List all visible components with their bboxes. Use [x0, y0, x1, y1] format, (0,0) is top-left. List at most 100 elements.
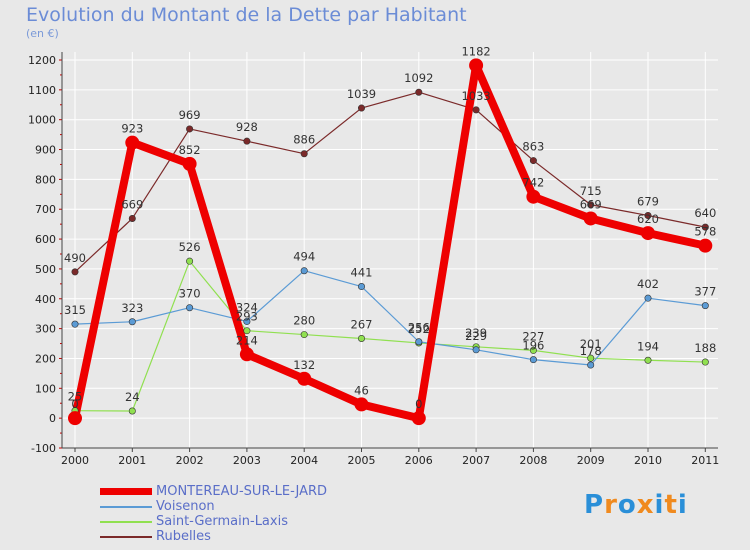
data-label: 178	[580, 344, 602, 358]
data-label: 370	[179, 287, 201, 301]
legend-label: Saint-Germain-Laxis	[156, 514, 288, 529]
logo-letter: t	[664, 490, 678, 520]
x-tick-label: 2004	[290, 454, 318, 467]
y-tick-label: -100	[31, 442, 56, 455]
data-label: 315	[64, 303, 86, 317]
x-tick-label: 2002	[176, 454, 204, 467]
x-tick-label: 2009	[577, 454, 605, 467]
data-label: 494	[293, 250, 315, 264]
axes: -100010020030040050060070080090010001100…	[28, 52, 719, 467]
legend-swatch	[100, 520, 152, 523]
legend-item: Voisenon	[100, 499, 327, 514]
data-point	[701, 223, 709, 231]
y-tick-label: 600	[35, 233, 56, 246]
data-label: 852	[179, 143, 201, 157]
data-point	[415, 88, 423, 96]
data-label: 201	[580, 337, 602, 351]
plot-area	[62, 52, 718, 448]
x-tick-label: 2005	[348, 454, 376, 467]
data-label: 969	[179, 108, 201, 122]
data-point	[186, 304, 194, 312]
data-point	[243, 317, 251, 325]
data-point	[357, 334, 365, 342]
data-label: 252	[408, 322, 430, 336]
data-point	[472, 346, 480, 354]
data-point	[300, 267, 308, 275]
data-point	[128, 214, 136, 222]
data-point	[243, 137, 251, 145]
x-tick-label: 2010	[634, 454, 662, 467]
y-tick-label: 1200	[28, 54, 56, 67]
y-tick-label: 0	[49, 412, 56, 425]
data-point	[243, 327, 251, 335]
data-label: 526	[179, 240, 201, 254]
data-point	[128, 318, 136, 326]
data-label: 0	[71, 397, 78, 411]
y-tick-label: 900	[35, 144, 56, 157]
data-point	[128, 407, 136, 415]
data-label: 928	[236, 120, 258, 134]
data-point	[587, 354, 595, 362]
data-point	[587, 201, 595, 209]
data-point	[125, 135, 140, 150]
data-label: 323	[121, 301, 143, 315]
data-label: 239	[465, 326, 487, 340]
data-point	[644, 294, 652, 302]
data-label: 669	[580, 197, 602, 211]
data-label: 578	[694, 225, 716, 239]
data-label: 280	[293, 314, 315, 328]
series-line-0	[71, 61, 710, 423]
x-tick-label: 2000	[61, 454, 89, 467]
data-label: 490	[64, 251, 86, 265]
data-label: 196	[522, 339, 544, 353]
series-lines	[71, 61, 710, 423]
data-label: 863	[522, 140, 544, 154]
data-label: 24	[125, 390, 140, 404]
x-tick-label: 2008	[519, 454, 547, 467]
x-tick-label: 2001	[118, 454, 146, 467]
data-point	[583, 211, 598, 226]
data-point	[411, 411, 426, 426]
data-label: 1033	[461, 89, 490, 103]
data-label: 188	[694, 341, 716, 355]
y-tick-label: 100	[35, 382, 56, 395]
data-point	[701, 302, 709, 310]
data-point	[186, 257, 194, 265]
data-label: 669	[121, 197, 143, 211]
x-tick-label: 2011	[691, 454, 719, 467]
legend-label: Voisenon	[156, 499, 215, 514]
data-point	[529, 356, 537, 364]
data-point	[354, 397, 369, 412]
logo-letter: r	[604, 490, 618, 520]
y-tick-label: 200	[35, 352, 56, 365]
data-point	[701, 358, 709, 366]
data-point	[641, 226, 655, 241]
data-point	[182, 156, 197, 171]
data-label: 267	[351, 317, 373, 331]
data-label: 377	[694, 285, 716, 299]
data-label: 742	[522, 176, 544, 190]
logo-letter: i	[654, 490, 665, 520]
data-label: 194	[637, 339, 659, 353]
y-tick-label: 1100	[28, 84, 56, 97]
data-label: 923	[121, 122, 143, 136]
data-point	[357, 283, 365, 291]
data-label: 324	[236, 300, 258, 314]
legend-item: Saint-Germain-Laxis	[100, 514, 327, 529]
legend-item: Rubelles	[100, 529, 327, 544]
data-point	[71, 268, 79, 276]
y-tick-label: 300	[35, 323, 56, 336]
legend-label: MONTEREAU-SUR-LE-JARD	[156, 484, 328, 499]
logo-letter: x	[636, 490, 655, 520]
data-label: 715	[580, 184, 602, 198]
x-tick-label: 2007	[462, 454, 490, 467]
data-label: 402	[637, 277, 659, 291]
data-label: 0	[415, 397, 422, 411]
data-label: 132	[293, 358, 315, 372]
data-labels: 0 923 852 214 132 46 0 1182 742 669 620 578 315 323 37…	[64, 44, 716, 411]
data-point	[415, 338, 423, 346]
data-label: 1182	[461, 44, 490, 58]
logo-letter: o	[617, 490, 637, 520]
y-tick-label: 700	[35, 203, 56, 216]
